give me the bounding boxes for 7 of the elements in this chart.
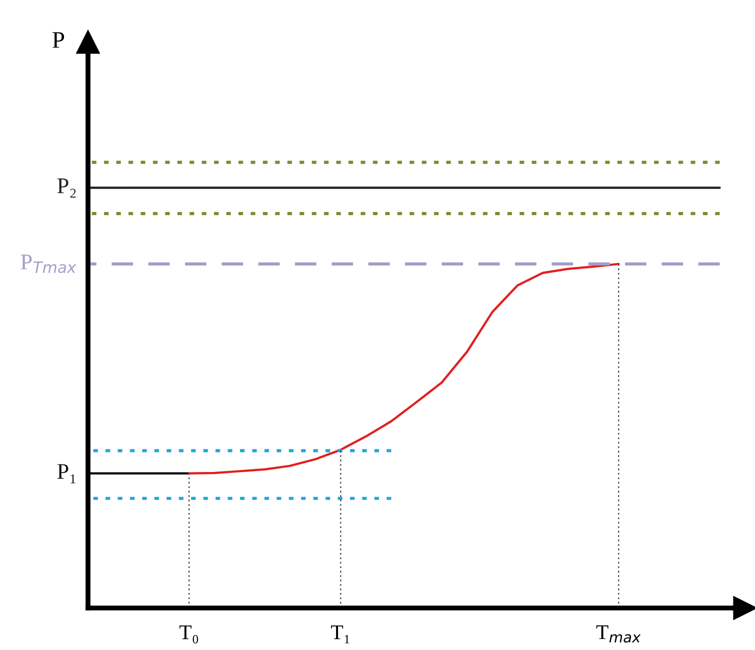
- x-tick-label: T₁: [331, 625, 350, 644]
- series-label: P₁: [57, 464, 76, 484]
- x-tick-label: T₀: [179, 625, 198, 644]
- x-tick-label: T$_{max}$: [596, 625, 641, 643]
- series-label: P$_{Tmax}$: [20, 254, 76, 274]
- y-axis-title: P: [52, 32, 64, 48]
- series-label: P₂: [57, 178, 76, 198]
